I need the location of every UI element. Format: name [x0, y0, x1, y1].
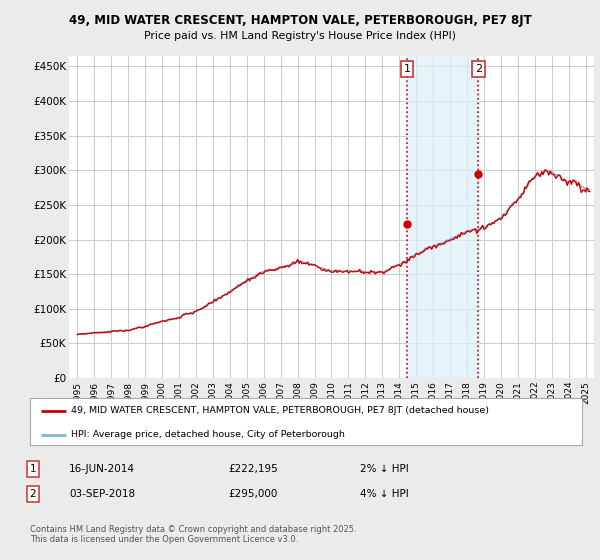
Text: 03-SEP-2018: 03-SEP-2018	[69, 489, 135, 499]
Text: HPI: Average price, detached house, City of Peterborough: HPI: Average price, detached house, City…	[71, 430, 345, 439]
Text: 49, MID WATER CRESCENT, HAMPTON VALE, PETERBOROUGH, PE7 8JT (detached house): 49, MID WATER CRESCENT, HAMPTON VALE, PE…	[71, 407, 490, 416]
Text: 2: 2	[29, 489, 37, 499]
Text: Contains HM Land Registry data © Crown copyright and database right 2025.
This d: Contains HM Land Registry data © Crown c…	[30, 525, 356, 544]
Text: 2% ↓ HPI: 2% ↓ HPI	[360, 464, 409, 474]
Text: 2: 2	[475, 64, 482, 74]
Text: Price paid vs. HM Land Registry's House Price Index (HPI): Price paid vs. HM Land Registry's House …	[144, 31, 456, 41]
Text: £222,195: £222,195	[228, 464, 278, 474]
Text: 1: 1	[29, 464, 37, 474]
Text: 1: 1	[404, 64, 410, 74]
Text: 16-JUN-2014: 16-JUN-2014	[69, 464, 135, 474]
Text: 4% ↓ HPI: 4% ↓ HPI	[360, 489, 409, 499]
Text: 49, MID WATER CRESCENT, HAMPTON VALE, PETERBOROUGH, PE7 8JT: 49, MID WATER CRESCENT, HAMPTON VALE, PE…	[68, 14, 532, 27]
Text: £295,000: £295,000	[228, 489, 277, 499]
Bar	[407, 56, 478, 378]
